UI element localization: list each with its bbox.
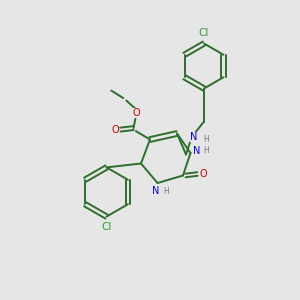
Text: H: H: [203, 146, 209, 155]
Text: Cl: Cl: [199, 28, 209, 38]
Text: O: O: [132, 107, 140, 118]
Text: N: N: [152, 186, 160, 196]
Text: N: N: [190, 131, 197, 142]
Text: H: H: [163, 188, 169, 196]
Text: H: H: [203, 135, 209, 144]
Text: Cl: Cl: [101, 222, 112, 232]
Text: O: O: [111, 124, 119, 135]
Text: O: O: [200, 169, 207, 179]
Text: N: N: [194, 146, 201, 156]
